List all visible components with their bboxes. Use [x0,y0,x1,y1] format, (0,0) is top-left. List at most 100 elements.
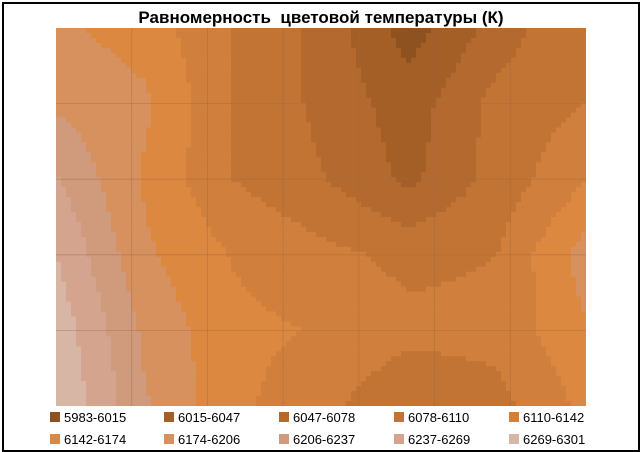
contour-cell [531,102,537,109]
contour-cell [116,182,122,188]
contour-cell [166,187,172,193]
contour-cell [146,142,152,148]
contour-cell [376,112,382,119]
contour-cell [141,72,147,79]
contour-cell [431,37,437,44]
contour-cell [536,127,542,134]
contour-cell [191,226,197,233]
contour-cell [201,37,207,44]
contour-cell [176,167,182,173]
contour-cell [496,192,502,198]
contour-cell [106,57,112,64]
contour-cell [136,246,142,253]
contour-cell [251,32,257,39]
contour-cell [266,246,272,253]
contour-cell [406,37,412,44]
contour-cell [226,182,232,188]
contour-cell [496,197,502,203]
contour-cell [541,42,547,49]
contour-cell [396,92,402,99]
contour-cell [161,52,167,59]
contour-cell [251,207,257,213]
contour-cell [556,142,562,148]
contour-cell [166,197,172,203]
contour-cell [416,207,422,213]
contour-cell [501,256,507,263]
contour-cell [396,87,402,94]
contour-cell [351,127,357,134]
contour-cell [506,157,512,163]
contour-cell [316,62,322,69]
contour-cell [191,217,197,223]
contour-cell [401,37,407,44]
contour-cell [281,52,287,59]
contour-cell [561,246,567,253]
contour-cell [286,241,292,248]
contour-cell [281,236,287,243]
contour-cell [446,32,452,39]
contour-cell [561,137,567,143]
contour-cell [451,28,457,34]
contour-cell [66,246,72,253]
contour-cell [111,207,117,213]
contour-cell [216,197,222,203]
contour-cell [416,162,422,168]
contour-cell [566,37,572,44]
contour-cell [431,212,437,218]
contour-cell [446,37,452,44]
contour-cell [156,236,162,243]
contour-cell [61,187,67,193]
contour-cell [161,192,167,198]
contour-cell [466,62,472,69]
contour-cell [321,187,327,193]
contour-cell [241,197,247,203]
contour-cell [561,157,567,163]
contour-cell [136,37,142,44]
contour-cell [196,142,202,148]
contour-cell [556,256,562,263]
contour-cell [216,226,222,233]
contour-cell [271,162,277,168]
contour-cell [506,77,512,84]
contour-cell [206,256,212,263]
contour-cell [71,137,77,143]
contour-cell [271,28,277,34]
contour-cell [136,122,142,129]
contour-cell [461,122,467,129]
contour-cell [391,127,397,134]
contour-cell [161,152,167,158]
contour-cell [366,52,372,59]
contour-cell [286,152,292,158]
contour-cell [521,117,527,124]
contour-cell [241,142,247,148]
contour-cell [271,57,277,64]
contour-cell [451,187,457,193]
contour-cell [516,97,522,104]
contour-cell [166,107,172,114]
contour-cell [321,192,327,198]
contour-cell [226,72,232,79]
contour-cell [456,92,462,99]
contour-cell [436,152,442,158]
contour-cell [421,102,427,109]
contour-cell [296,172,302,178]
contour-cell [111,177,117,183]
contour-cell [361,192,367,198]
contour-cell [241,147,247,153]
contour-cell [101,52,107,59]
contour-cell [476,52,482,59]
contour-cell [166,37,172,44]
contour-cell [566,102,572,109]
contour-cell [351,172,357,178]
contour-cell [131,192,137,198]
contour-cell [196,152,202,158]
contour-cell [296,72,302,79]
contour-cell [326,92,332,99]
contour-cell [291,107,297,114]
contour-cell [121,72,127,79]
contour-cell [221,226,227,233]
contour-cell [301,52,307,59]
contour-cell [416,197,422,203]
contour-cell [451,92,457,99]
contour-cell [196,172,202,178]
